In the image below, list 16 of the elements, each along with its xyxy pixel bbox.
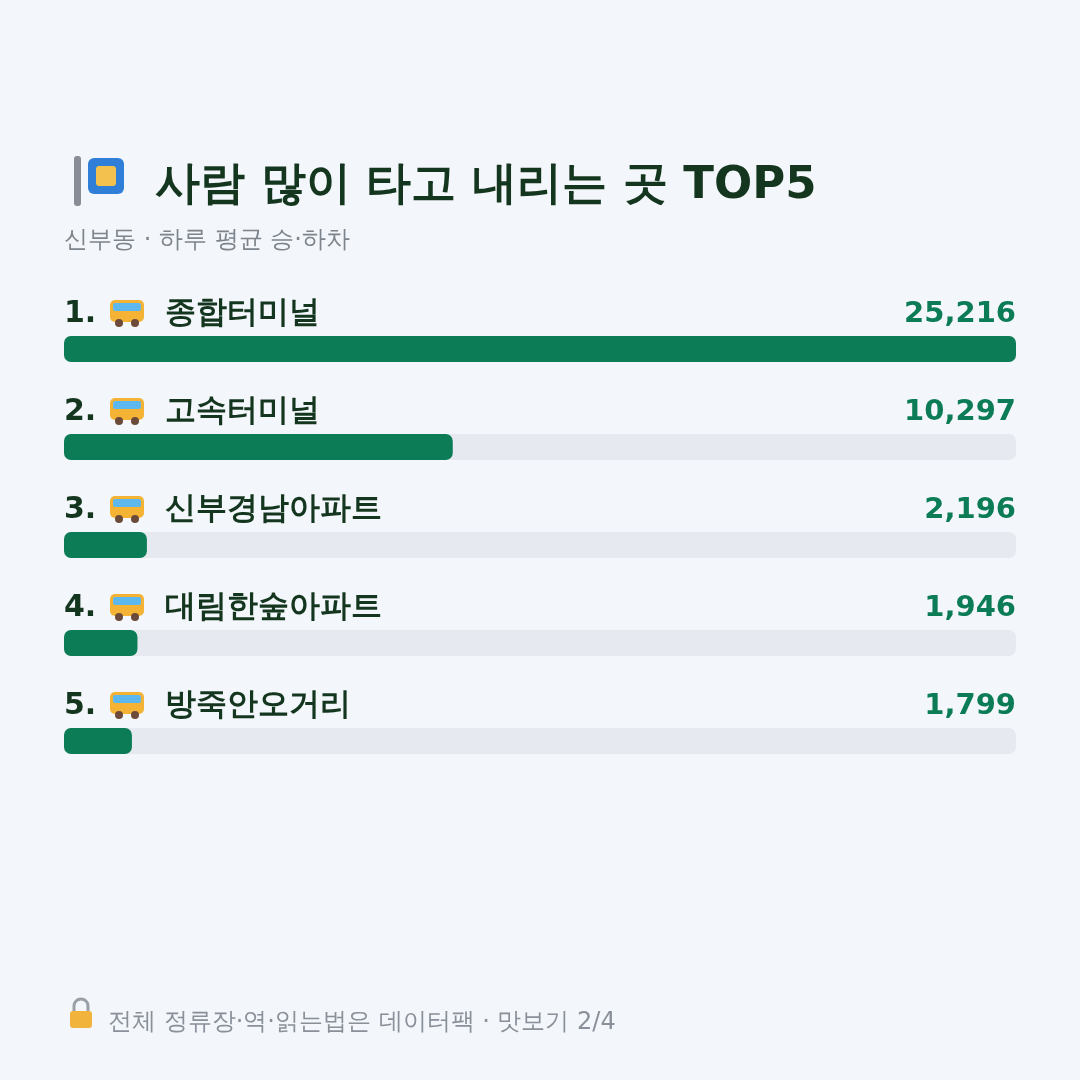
data-label: 1,799 xyxy=(924,687,1016,721)
bar xyxy=(64,728,132,754)
category-label: 5. 방죽안오거리 xyxy=(64,685,351,721)
data-label: 2,196 xyxy=(924,491,1016,525)
data-label: 1,946 xyxy=(924,589,1016,623)
bar xyxy=(64,532,147,558)
data-label: 25,216 xyxy=(904,295,1016,329)
category-label: 3. 신부경남아파트 xyxy=(64,489,382,525)
data-label: 10,297 xyxy=(904,393,1016,427)
category-label: 2. 고속터미널 xyxy=(64,391,320,427)
text: 전체 정류장·역·읽는법은 데이터팩 · 맛보기 2/4 xyxy=(108,1007,616,1035)
chart-subtitle: 신부동 · 하루 평균 승·하차 xyxy=(64,225,350,253)
chart-title: 사람 많이 타고 내리는 곳 TOP5 xyxy=(155,156,817,209)
bar xyxy=(64,630,138,656)
category-label: 4. 대림한숲아파트 xyxy=(64,587,382,623)
category-label: 1. 종합터미널 xyxy=(64,293,320,329)
